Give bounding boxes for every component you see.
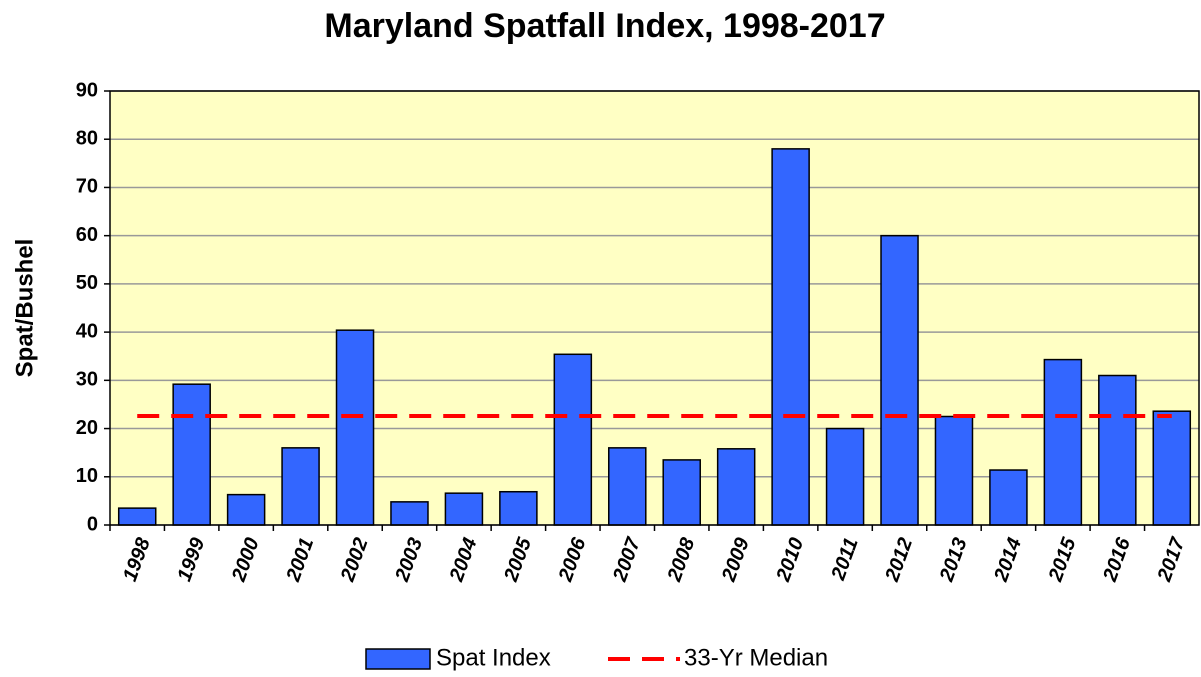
bar	[771, 148, 810, 526]
x-tick-label: 2010	[772, 535, 808, 585]
x-tick-label: 2017	[1153, 534, 1190, 585]
chart-title: Maryland Spatfall Index, 1998-2017	[324, 7, 885, 45]
y-tick-label: 90	[76, 79, 98, 101]
bar	[934, 415, 974, 526]
bar	[989, 469, 1028, 526]
x-tick-label: 2001	[282, 535, 318, 585]
y-tick-label: 70	[76, 176, 98, 198]
bar	[825, 427, 865, 526]
x-tick-label: 2004	[445, 535, 481, 585]
y-tick-label: 50	[76, 272, 98, 294]
y-tick-label: 30	[76, 369, 98, 391]
bar	[608, 447, 647, 526]
legend-label: 33-Yr Median	[684, 644, 828, 671]
bar	[1152, 410, 1192, 526]
bar	[553, 353, 593, 526]
bar	[281, 447, 320, 526]
x-tick-label: 2008	[663, 534, 700, 585]
x-tick-label: 2013	[935, 535, 971, 585]
bar	[716, 448, 756, 526]
x-tick-label: 1999	[173, 534, 209, 584]
y-tick-label: 20	[76, 417, 98, 439]
bar	[172, 383, 211, 526]
x-tick-label: 2011	[827, 535, 863, 584]
bar	[662, 459, 701, 526]
legend: Spat Index 33-Yr Median	[365, 644, 828, 671]
legend-label: Spat Index	[436, 644, 551, 671]
y-tick-label: 80	[76, 128, 98, 150]
y-tick-label: 60	[76, 224, 98, 246]
bar	[117, 507, 157, 526]
plot-area	[110, 91, 1199, 525]
x-tick-label: 2003	[391, 535, 427, 585]
bar	[1098, 374, 1137, 526]
bar	[880, 234, 919, 526]
x-tick-label: 2015	[1044, 534, 1081, 585]
y-tick-label: 10	[76, 465, 98, 487]
bar	[226, 493, 266, 526]
y-tick-label: 40	[76, 320, 98, 342]
x-tick-label: 2012	[881, 535, 917, 585]
x-tick-label: 2002	[336, 535, 372, 585]
x-tick-label: 2005	[500, 534, 537, 585]
bar	[390, 501, 429, 526]
bar	[1043, 358, 1083, 526]
x-tick-label: 2016	[1099, 534, 1136, 585]
x-tick-label: 2009	[718, 534, 755, 585]
x-tick-label: 2007	[609, 534, 646, 585]
y-axis-label: Spat/Bushel	[11, 239, 38, 378]
legend-swatch	[365, 648, 431, 670]
x-tick-label: 2014	[990, 535, 1026, 585]
bar	[444, 492, 484, 526]
x-tick-label: 2006	[554, 534, 591, 585]
x-tick-label: 2000	[228, 535, 264, 585]
x-tick-label: 1998	[119, 534, 155, 584]
y-tick-label: 0	[87, 513, 98, 535]
bar	[335, 329, 375, 526]
bar	[499, 490, 538, 526]
